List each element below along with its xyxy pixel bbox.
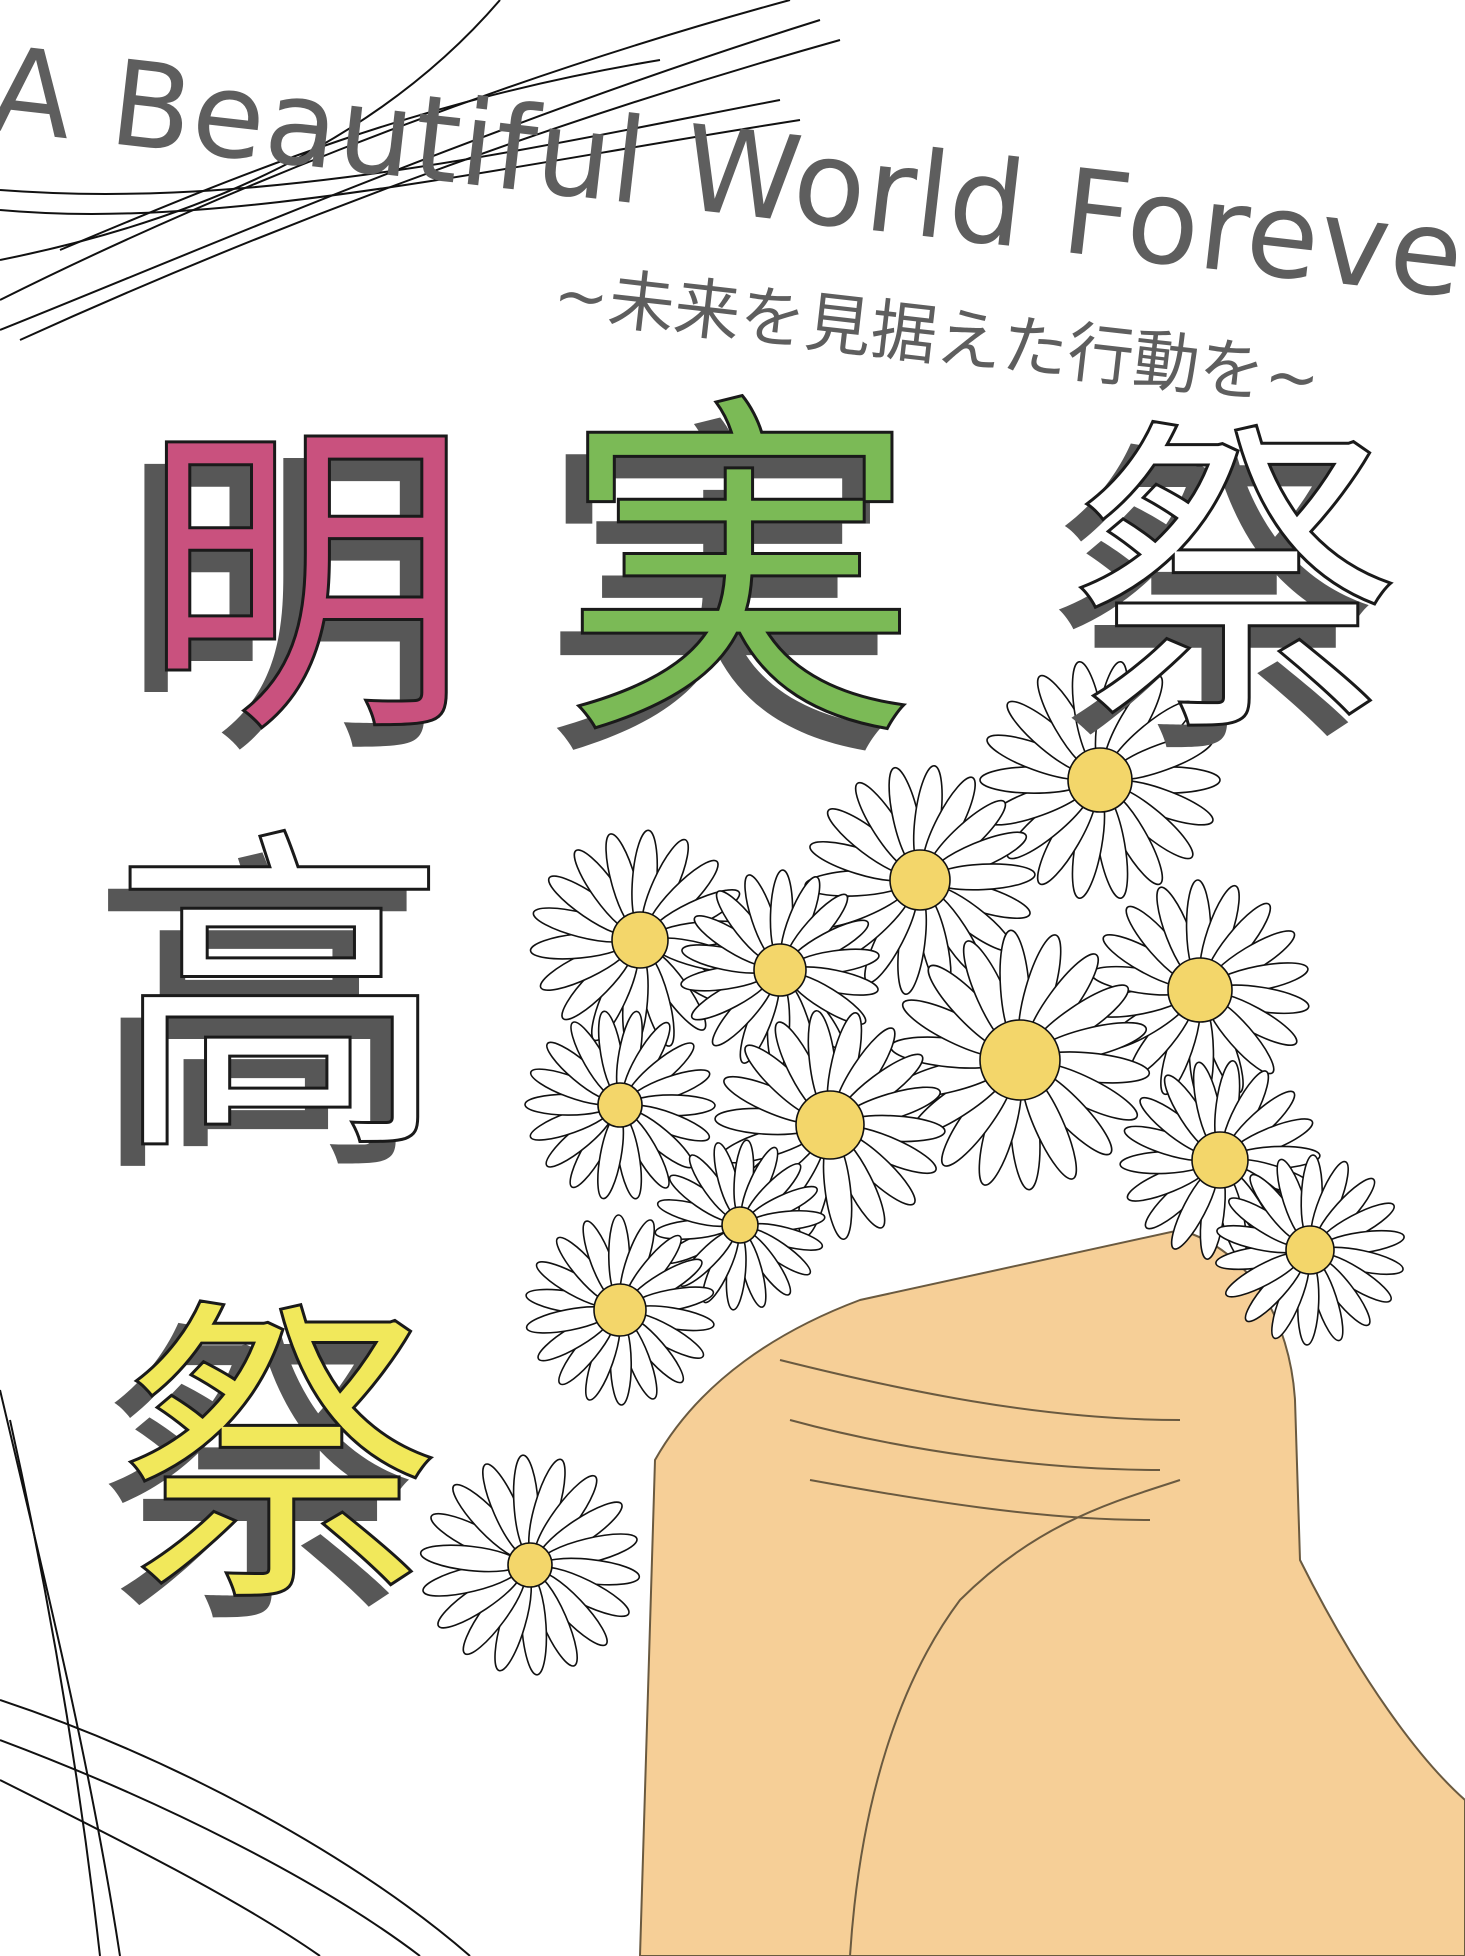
- kanji-sai-bottom-face: 祭: [119, 1274, 442, 1646]
- daisy-flower: [1215, 1154, 1405, 1346]
- kanji-mei-face: 明: [139, 393, 472, 777]
- daisy-flower: [680, 869, 880, 1071]
- scribble-lines-top-left: [0, 0, 841, 341]
- kanji-mei: 明 明: [118, 419, 472, 773]
- kanji-kou-shadow: 高: [88, 824, 428, 1220]
- kanji-ji-shadow: 実: [538, 387, 898, 806]
- hands-drawing: [638, 1228, 1465, 1956]
- daisy-bouquet: [419, 660, 1405, 1676]
- daisy-flower: [654, 1139, 826, 1311]
- kanji-sai-top: 祭 祭: [1048, 419, 1402, 773]
- daisy-flower: [525, 1214, 715, 1406]
- daisy-flower: [524, 1010, 716, 1200]
- daisy-flower: [889, 929, 1151, 1191]
- daisy-flower: [419, 1454, 641, 1676]
- kanji-sai-bottom-shadow: 祭: [98, 1296, 418, 1668]
- kanji-ji-face: 実: [559, 365, 922, 784]
- kanji-sai-top-shadow: 祭: [1048, 415, 1378, 799]
- kanji-mei-shadow: 明: [118, 415, 448, 799]
- kanji-sai-bottom: 祭 祭: [98, 1299, 442, 1643]
- daisy-flower: [804, 764, 1036, 996]
- daisy-flower: [979, 660, 1221, 900]
- kanji-ji: 実 実: [538, 393, 922, 777]
- daisy-flower: [1090, 879, 1310, 1101]
- kanji-kou-face: 高: [109, 802, 452, 1198]
- kanji-sai-top-face: 祭: [1069, 393, 1402, 777]
- scribble-lines-bottom-left: [0, 1389, 471, 1956]
- kanji-kou: 高 高: [88, 829, 452, 1193]
